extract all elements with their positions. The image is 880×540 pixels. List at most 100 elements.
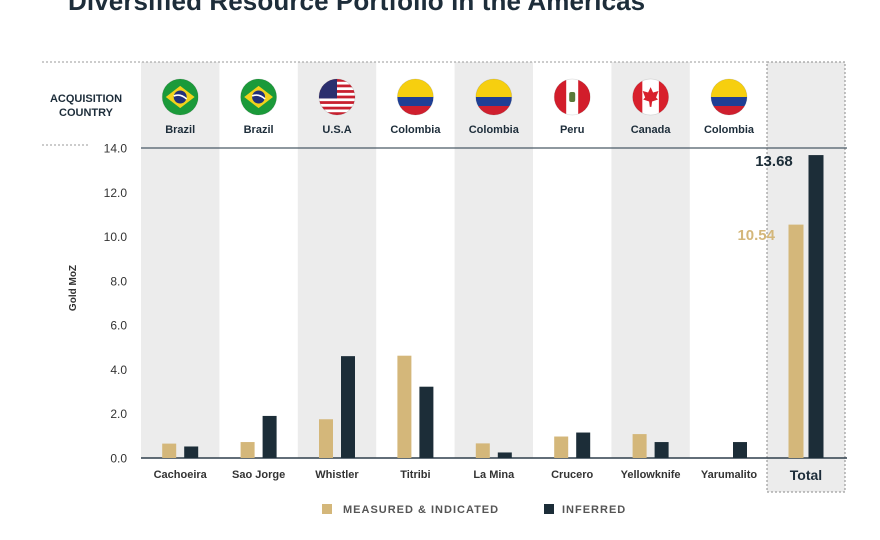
colombia-flag bbox=[396, 78, 434, 116]
legend: MEASURED & INDICATED INFERRED bbox=[322, 504, 626, 516]
country-label: Canada bbox=[631, 124, 672, 136]
flag-rim bbox=[396, 78, 434, 116]
country-label: Colombia bbox=[704, 124, 755, 136]
bar-measured bbox=[162, 443, 177, 458]
data-label-total-inferred: 13.68 bbox=[755, 153, 793, 170]
flag-yellow-band bbox=[397, 79, 434, 97]
country-label: Brazil bbox=[244, 124, 274, 136]
country-header-line1: ACQUISITION bbox=[50, 93, 122, 105]
x-tick-label: Titribi bbox=[400, 469, 430, 481]
legend-label-measured: MEASURED & INDICATED bbox=[343, 504, 499, 516]
legend-swatch-measured bbox=[322, 504, 332, 514]
x-tick-label: Sao Jorge bbox=[232, 469, 285, 481]
flag-right-band bbox=[658, 79, 669, 115]
flag-red-band bbox=[711, 106, 747, 115]
bar-measured bbox=[319, 419, 333, 458]
legend-swatch-inferred bbox=[544, 504, 554, 514]
flag-rim bbox=[161, 78, 199, 116]
y-tick-label: 10.0 bbox=[104, 230, 128, 244]
colombia-flag bbox=[475, 78, 513, 116]
flag-maple-leaf bbox=[642, 87, 659, 107]
flag-body bbox=[240, 79, 277, 115]
brazil-flag bbox=[161, 78, 199, 116]
bar-inferred bbox=[184, 446, 199, 458]
flag-yellow-band bbox=[475, 79, 512, 97]
flag-rim bbox=[240, 78, 278, 116]
bar-measured bbox=[554, 436, 569, 458]
column-shade bbox=[454, 62, 533, 458]
flag-rim bbox=[632, 78, 669, 116]
flag-stripe bbox=[319, 106, 355, 110]
flag-body bbox=[397, 79, 434, 115]
total-column-shade bbox=[767, 62, 845, 492]
flag-globe bbox=[252, 90, 266, 104]
flag-body bbox=[475, 79, 512, 115]
bar-measured bbox=[240, 442, 255, 458]
flag-stripe bbox=[319, 103, 355, 107]
country-label: Colombia bbox=[469, 124, 520, 136]
flag-band bbox=[173, 94, 188, 100]
flag-stripe bbox=[319, 109, 355, 113]
x-tick-label: Yarumalito bbox=[701, 469, 758, 481]
flag-right-band bbox=[578, 79, 591, 115]
column-shade bbox=[297, 62, 377, 458]
flag-stripe bbox=[319, 101, 355, 105]
y-tick-label: 12.0 bbox=[104, 186, 128, 200]
y-axis-label: Gold MoZ bbox=[68, 265, 79, 311]
brazil-flag bbox=[240, 78, 278, 116]
x-tick-label: Total bbox=[790, 467, 822, 483]
bar-inferred bbox=[341, 356, 355, 458]
flag-red-band bbox=[397, 106, 434, 115]
country-label: Colombia bbox=[390, 124, 441, 136]
x-tick-label: Cachoeira bbox=[154, 469, 208, 481]
legend-label-inferred: INFERRED bbox=[562, 504, 626, 516]
flag-globe bbox=[173, 90, 187, 104]
country-header-line2: COUNTRY bbox=[59, 107, 114, 119]
total-column-frame bbox=[766, 61, 846, 493]
bar-inferred bbox=[808, 155, 824, 459]
flag-body bbox=[711, 79, 747, 115]
bar-inferred bbox=[419, 386, 434, 458]
data-label-total-measured: 10.54 bbox=[737, 227, 775, 244]
bar-measured bbox=[788, 224, 804, 458]
column-shade bbox=[141, 62, 220, 458]
flag-red-band bbox=[475, 106, 512, 115]
y-tick-label: 14.0 bbox=[104, 142, 128, 156]
peru-flag bbox=[553, 78, 591, 116]
flag-blue-band bbox=[397, 97, 434, 106]
page-title: Diversified Resource Portfolio in the Am… bbox=[68, 0, 646, 16]
flag-left-band bbox=[554, 79, 567, 115]
flag-yellow-band bbox=[711, 79, 747, 97]
bar-inferred bbox=[497, 452, 512, 458]
country-label: Brazil bbox=[165, 124, 195, 136]
flag-blue-band bbox=[711, 97, 747, 106]
bar-inferred bbox=[262, 415, 277, 458]
flag-body bbox=[632, 79, 669, 115]
flag-blue-band bbox=[475, 97, 512, 106]
x-tick-label: La Mina bbox=[473, 469, 515, 481]
usa-flag bbox=[318, 78, 356, 116]
x-tick-label: Yellowknife bbox=[621, 469, 681, 481]
country-label: Peru bbox=[560, 124, 584, 136]
flag-stripe bbox=[319, 98, 355, 102]
canada-flag bbox=[632, 78, 669, 116]
column-shading bbox=[141, 62, 690, 458]
bar-measured bbox=[475, 443, 490, 458]
x-tick-label: Crucero bbox=[551, 469, 593, 481]
flag-left-band bbox=[632, 79, 643, 115]
x-tick-label: Whistler bbox=[315, 469, 359, 481]
flag-body bbox=[554, 79, 591, 115]
colombia-flag bbox=[710, 78, 748, 116]
bar-inferred bbox=[733, 442, 747, 458]
flag-band bbox=[251, 94, 266, 100]
flag-rim bbox=[710, 78, 748, 116]
country-label: U.S.A bbox=[322, 124, 351, 136]
flag-rim bbox=[553, 78, 591, 116]
flag-body bbox=[319, 79, 355, 115]
y-tick-label: 0.0 bbox=[110, 452, 127, 466]
flag-emblem bbox=[569, 92, 576, 102]
flag-stripe bbox=[319, 112, 355, 115]
bar-measured bbox=[397, 355, 412, 458]
bar-inferred bbox=[576, 432, 591, 458]
